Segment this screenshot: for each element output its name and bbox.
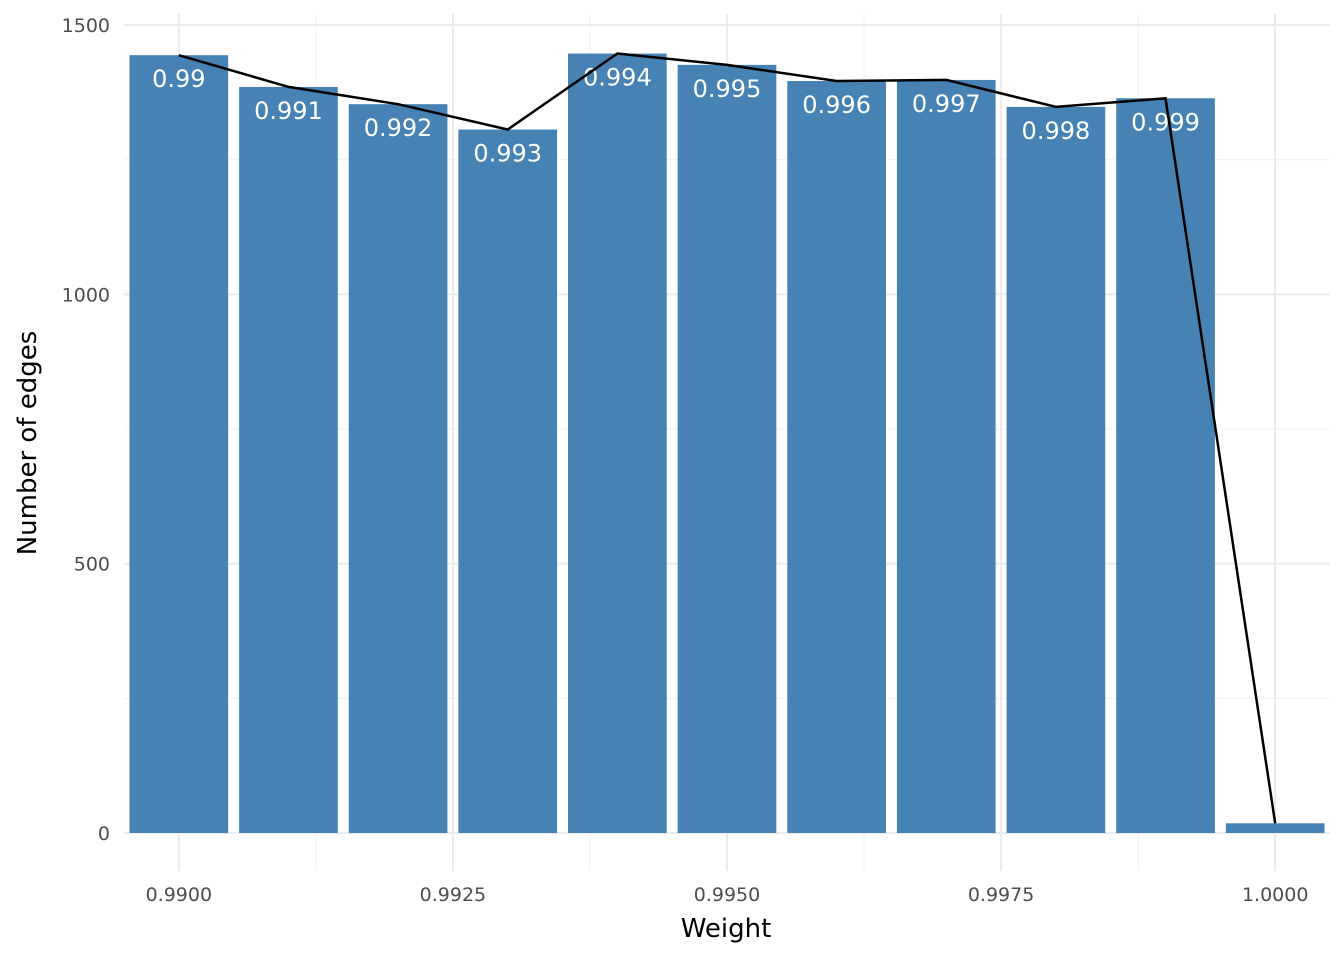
- bars: [129, 53, 1325, 834]
- bar: [348, 104, 448, 833]
- bar-label: 0.998: [1022, 117, 1091, 145]
- bar: [458, 129, 558, 833]
- x-axis-title: Weight: [681, 914, 772, 944]
- trend-line: [178, 52, 1277, 824]
- bar-label: 0.996: [802, 91, 871, 119]
- y-tick-label: 1500: [62, 15, 110, 37]
- x-tick-label: 0.9925: [420, 884, 486, 906]
- bar-label: 0.993: [473, 140, 542, 168]
- bar: [1116, 98, 1215, 833]
- x-tick-label: 0.9975: [968, 884, 1034, 906]
- bar-label: 0.994: [583, 64, 652, 92]
- bar: [787, 81, 886, 833]
- bar-label: 0.99: [152, 65, 205, 93]
- x-axis-ticks: 0.9900 0.9925 0.9950 0.9975 1.0000: [146, 884, 1309, 906]
- bar-labels: 0.99 0.991 0.992 0.993 0.994 0.995 0.996 0.997 0…: [152, 64, 1200, 168]
- bar: [1225, 823, 1325, 833]
- bar: [239, 86, 338, 834]
- x-tick-label: 1.0000: [1242, 884, 1308, 906]
- bar: [896, 79, 996, 834]
- bar-label: 0.999: [1131, 108, 1200, 136]
- bar-label: 0.991: [254, 97, 323, 125]
- y-tick-label: 0: [98, 823, 110, 845]
- y-tick-label: 1000: [62, 284, 110, 306]
- y-tick-label: 500: [74, 554, 110, 576]
- bar: [677, 64, 777, 834]
- y-axis-ticks: 0 500 1000 1500: [62, 15, 110, 845]
- bar-label: 0.997: [912, 90, 981, 118]
- bar-label: 0.995: [693, 75, 762, 103]
- x-tick-label: 0.9900: [146, 884, 212, 906]
- bar: [568, 53, 667, 834]
- bar-label: 0.992: [364, 114, 433, 142]
- x-tick-label: 0.9950: [694, 884, 760, 906]
- y-axis-title: Number of edges: [13, 331, 43, 556]
- bar: [1006, 106, 1106, 834]
- bar: [129, 55, 229, 833]
